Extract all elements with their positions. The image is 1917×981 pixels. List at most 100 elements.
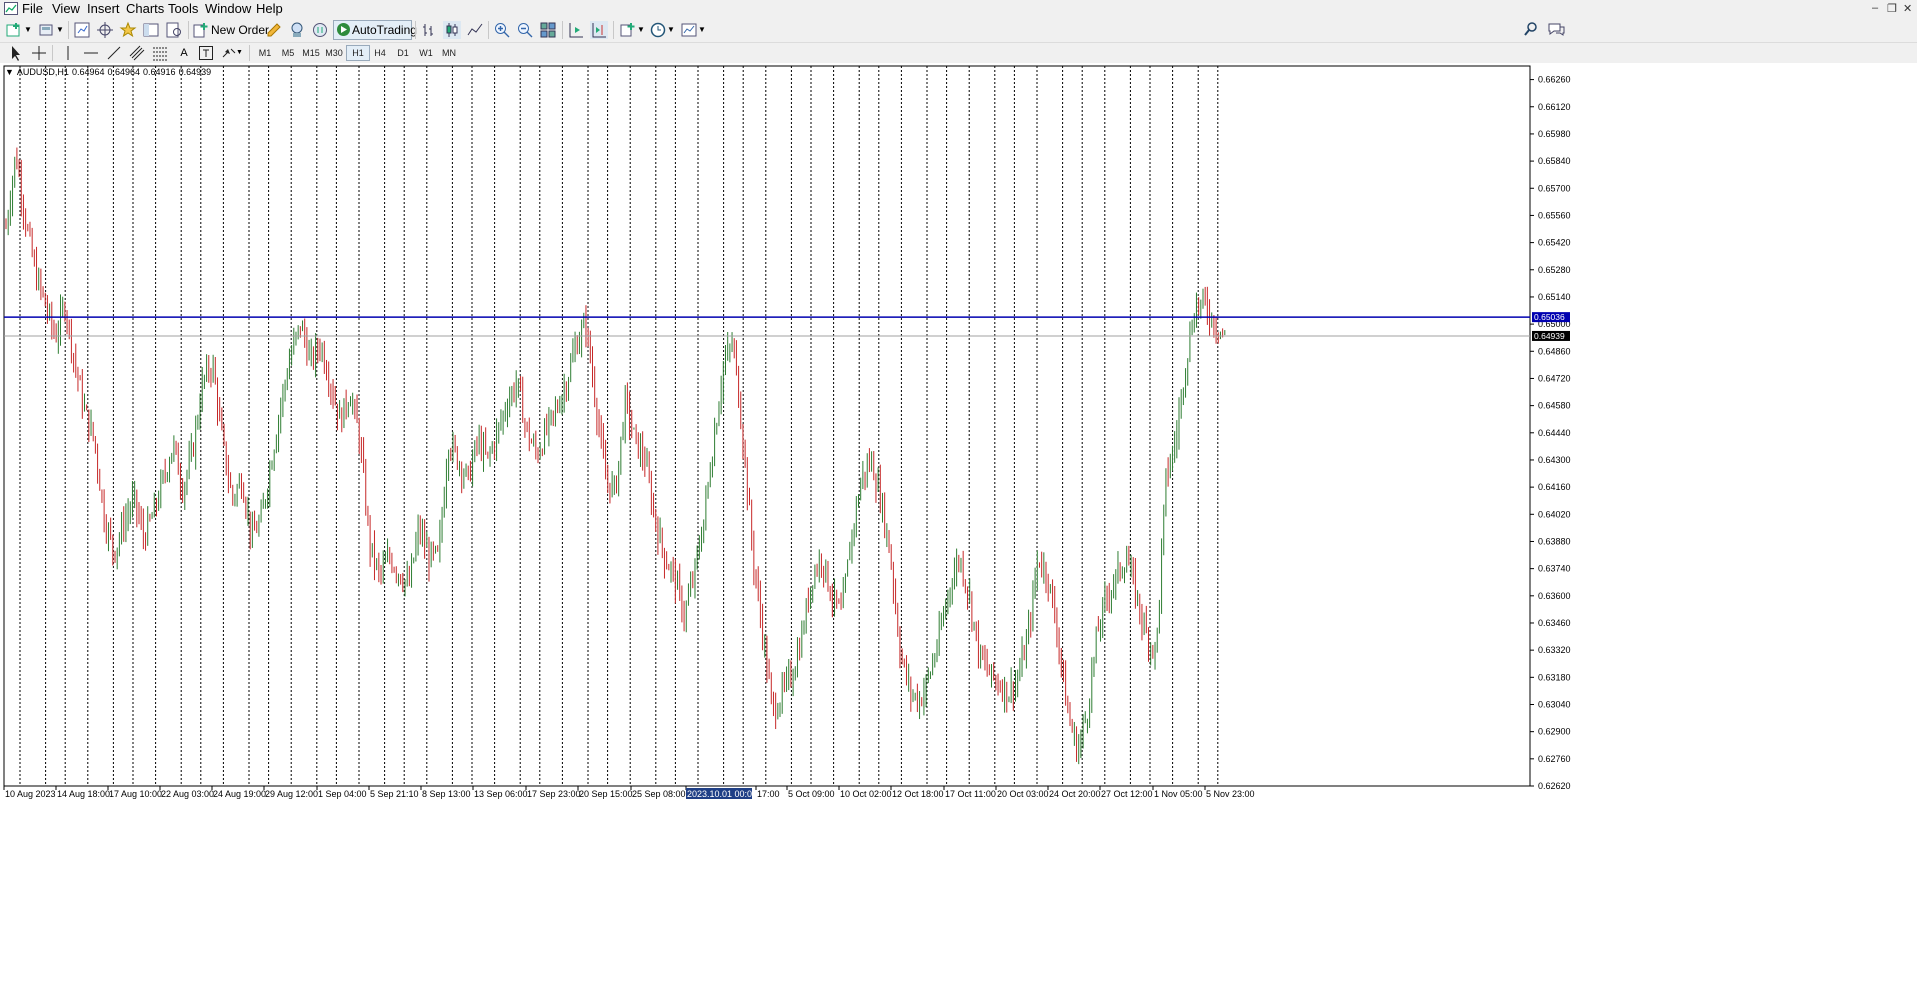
auto-scroll-icon[interactable] bbox=[590, 21, 608, 39]
dropdown-arrow-icon[interactable]: ▼ bbox=[637, 25, 645, 34]
timeframe-m5[interactable]: M5 bbox=[281, 48, 295, 58]
menu-insert[interactable]: Insert bbox=[87, 1, 120, 16]
price-tick-label: 0.64020 bbox=[1538, 509, 1571, 519]
menu-file[interactable]: File bbox=[22, 1, 43, 16]
strategy-tester-icon[interactable] bbox=[165, 21, 183, 39]
price-tick-label: 0.65560 bbox=[1538, 210, 1571, 220]
trendline-icon[interactable] bbox=[106, 45, 122, 61]
signals-icon[interactable] bbox=[288, 21, 306, 39]
menu-bar: File View Insert Charts Tools Window Hel… bbox=[0, 0, 1917, 18]
equidistant-channel-icon[interactable] bbox=[129, 45, 145, 61]
favorites-star-icon[interactable] bbox=[119, 21, 137, 39]
price-tick-label: 0.63880 bbox=[1538, 536, 1571, 546]
bid-price-tag bbox=[1532, 330, 1570, 341]
restore-icon[interactable]: ❐ bbox=[1887, 3, 1897, 15]
price-tick-label: 0.64580 bbox=[1538, 401, 1571, 411]
dropdown-arrow-icon[interactable]: ▼ bbox=[698, 25, 706, 34]
line-chart-icon[interactable] bbox=[466, 21, 484, 39]
dropdown-arrow-icon[interactable]: ▼ bbox=[56, 25, 64, 34]
market-icon[interactable] bbox=[311, 21, 329, 39]
price-tick-label: 0.66120 bbox=[1538, 102, 1571, 112]
minimize-icon[interactable]: – bbox=[1872, 2, 1879, 14]
zoom-out-icon[interactable] bbox=[516, 21, 534, 39]
fibonacci-icon[interactable] bbox=[152, 45, 168, 61]
timeframe-d1[interactable]: D1 bbox=[397, 48, 409, 58]
autotrading-label: AutoTrading bbox=[352, 23, 417, 37]
close-icon[interactable]: ✕ bbox=[1903, 3, 1913, 15]
new-chart-icon[interactable] bbox=[6, 21, 24, 39]
bar-chart-icon[interactable] bbox=[420, 21, 438, 39]
timeframe-m30[interactable]: M30 bbox=[325, 48, 343, 58]
crosshair-icon[interactable] bbox=[96, 21, 114, 39]
menu-charts[interactable]: Charts bbox=[126, 1, 165, 16]
highlighted-time-tag bbox=[686, 788, 752, 799]
time-label: 10 Oct 02:00 bbox=[840, 789, 892, 799]
crosshair-tool-icon[interactable] bbox=[31, 45, 47, 61]
new-order-button[interactable]: New Order bbox=[193, 21, 269, 39]
autotrading-button[interactable]: AutoTrading bbox=[333, 20, 417, 40]
open-value: 0.64964 bbox=[71, 67, 105, 77]
timeframe-m1[interactable]: M1 bbox=[258, 48, 272, 58]
chart-window[interactable]: 0.66260 0.66120 0.65980 0.65840 0.65700 0.655… bbox=[0, 63, 1917, 981]
candlestick-chart-icon[interactable] bbox=[443, 21, 461, 39]
price-tick-label: 0.65700 bbox=[1538, 183, 1571, 193]
navigator-icon[interactable] bbox=[142, 21, 160, 39]
time-label: 5 Sep 21:10 bbox=[370, 789, 419, 799]
time-label: 14 Aug 18:00 bbox=[57, 789, 110, 799]
search-icon[interactable] bbox=[1523, 21, 1539, 37]
cursor-icon[interactable] bbox=[8, 45, 24, 61]
menu-view[interactable]: View bbox=[52, 1, 80, 16]
time-label: 12 Oct 18:00 bbox=[892, 789, 944, 799]
new-order-label: New Order bbox=[211, 23, 270, 37]
symbol-label: AUDUSD,H1 bbox=[16, 67, 69, 77]
chart-symbol-header: ▼ AUDUSD,H1 0.64964 0.64964 0.64916 0.64939 bbox=[5, 67, 214, 77]
dropdown-arrow-icon[interactable]: ▼ bbox=[236, 49, 243, 56]
profiles-icon[interactable] bbox=[38, 21, 56, 39]
menu-window[interactable]: Window bbox=[205, 1, 252, 16]
price-tick-label: 0.62900 bbox=[1538, 727, 1571, 737]
vertical-line-icon[interactable] bbox=[60, 45, 76, 61]
text-label-icon[interactable] bbox=[198, 45, 214, 61]
time-label: 22 Aug 03:00 bbox=[161, 789, 214, 799]
price-tick-label: 0.65000 bbox=[1538, 319, 1571, 329]
zoom-in-icon[interactable] bbox=[493, 21, 511, 39]
time-label: 27 Oct 12:00 bbox=[1101, 789, 1153, 799]
market-watch-icon[interactable] bbox=[73, 21, 91, 39]
new-order-icon bbox=[193, 23, 208, 38]
price-tick-label: 0.62620 bbox=[1538, 781, 1571, 791]
price-chart[interactable]: 0.66260 0.66120 0.65980 0.65840 0.65700 0.655… bbox=[0, 63, 1917, 981]
horizontal-line-icon[interactable] bbox=[83, 45, 99, 61]
menu-tools[interactable]: Tools bbox=[168, 1, 199, 16]
dropdown-arrow-icon[interactable]: ▼ bbox=[24, 25, 32, 34]
timeframe-m15[interactable]: M15 bbox=[302, 48, 320, 58]
time-label: 5 Oct 09:00 bbox=[788, 789, 835, 799]
standard-toolbar: ▼ ▼ New Order AutoTrading bbox=[0, 18, 1917, 43]
indicators-icon[interactable] bbox=[619, 21, 637, 39]
collapse-arrow-icon[interactable]: ▼ bbox=[5, 67, 14, 77]
price-tick-label: 0.65980 bbox=[1538, 129, 1571, 139]
time-label: 17:00 bbox=[757, 789, 780, 799]
timeframe-mn[interactable]: MN bbox=[442, 48, 456, 58]
templates-icon[interactable] bbox=[680, 21, 698, 39]
arrows-icon[interactable] bbox=[221, 45, 237, 61]
price-tick-label: 0.64160 bbox=[1538, 482, 1571, 492]
time-label: 20 Sep 15:00 bbox=[579, 789, 633, 799]
dropdown-arrow-icon[interactable]: ▼ bbox=[667, 25, 675, 34]
timeframe-w1[interactable]: W1 bbox=[419, 48, 433, 58]
price-tick-label: 0.66260 bbox=[1538, 75, 1571, 85]
timeframe-h1[interactable]: H1 bbox=[346, 45, 370, 61]
tile-windows-icon[interactable] bbox=[539, 21, 557, 39]
timeframe-h4[interactable]: H4 bbox=[374, 48, 386, 58]
menu-help[interactable]: Help bbox=[256, 1, 283, 16]
high-value: 0.64964 bbox=[107, 67, 141, 77]
app-icon bbox=[4, 2, 18, 15]
time-label: 13 Sep 06:00 bbox=[474, 789, 528, 799]
chat-icon[interactable] bbox=[1546, 21, 1566, 37]
drawing-toolbar: A ▼ M1 M5 M15 M30 H1 H4 D1 W1 MN bbox=[0, 43, 1917, 64]
time-label: 17 Oct 11:00 bbox=[945, 789, 996, 799]
chart-shift-icon[interactable] bbox=[567, 21, 585, 39]
periods-clock-icon[interactable] bbox=[649, 21, 667, 39]
autotrading-icon bbox=[337, 23, 350, 36]
text-tool-icon[interactable]: A bbox=[180, 47, 188, 59]
metaeditor-icon[interactable] bbox=[265, 21, 283, 39]
